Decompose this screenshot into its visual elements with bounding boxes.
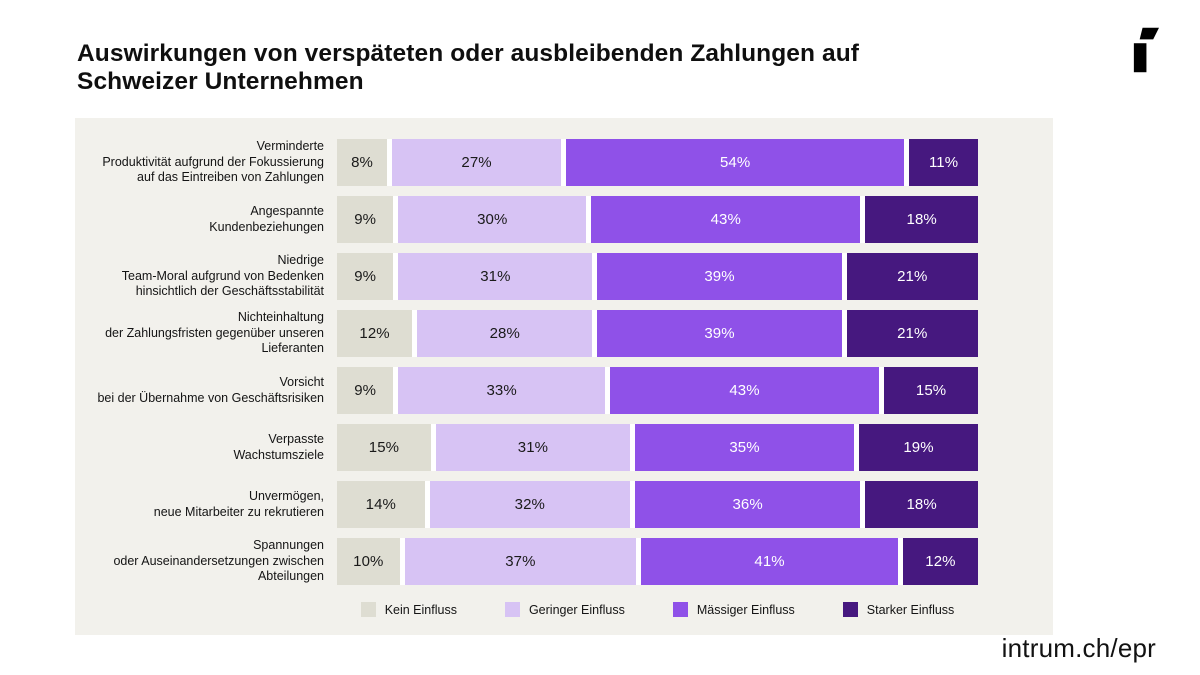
legend-label: Geringer Einfluss [528,602,625,617]
bar-segment-kein-einfluss: 9% [337,253,394,300]
bar-segment-starker-einfluss: 12% [902,538,978,585]
bar-segment-geringer-einfluss: 33% [398,367,605,414]
bar-segment-m-ssiger-einfluss: 39% [597,253,842,300]
category-label: Angespannte Kundenbeziehungen [209,204,324,234]
legend-item-m-ssiger-einfluss: Mässiger Einfluss [672,602,795,617]
stacked-bar: 9% 33% 43% 15% [337,367,979,414]
legend-swatch [504,602,520,617]
bar-segment-kein-einfluss: 10% [337,538,400,585]
stacked-bar: 9% 30% 43% 18% [337,196,979,243]
chart-row: Niedrige Team-Moral aufgrund von Bedenke… [87,253,978,300]
chart-row: Unvermögen, neue Mitarbeiter zu rekrutie… [87,481,978,528]
category-label: Vorsicht bei der Übernahme von Geschäfts… [97,375,324,405]
chart-row: Spannungen oder Auseinandersetzungen zwi… [87,538,978,585]
bar-segment-m-ssiger-einfluss: 35% [634,424,855,471]
legend-item-geringer-einfluss: Geringer Einfluss [504,602,625,617]
bar-segment-m-ssiger-einfluss: 43% [609,367,880,414]
stacked-bar: 10% 37% 41% 12% [337,538,978,585]
legend-label: Starker Einfluss [866,602,955,617]
bar-segment-starker-einfluss: 11% [909,139,978,186]
bar-segment-kein-einfluss: 14% [337,481,425,528]
stacked-bar: 14% 32% 36% 18% [337,481,978,528]
bar-segment-m-ssiger-einfluss: 41% [641,538,898,585]
stacked-bar: 9% 31% 39% 21% [337,253,978,300]
category-label: Verminderte Produktivität aufgrund der F… [102,139,324,185]
legend-item-starker-einfluss: Starker Einfluss [842,602,955,617]
bar-segment-geringer-einfluss: 31% [398,253,593,300]
legend-label: Kein Einfluss [384,602,457,617]
chart-row: Angespannte Kundenbeziehungen 9% 30% 43% 18% [87,196,979,243]
bar-segment-m-ssiger-einfluss: 36% [634,481,861,528]
bar-segment-geringer-einfluss: 32% [429,481,630,528]
bar-segment-starker-einfluss: 19% [859,424,978,471]
bar-segment-geringer-einfluss: 30% [398,196,587,243]
page-title: Auswirkungen von verspäteten oder ausble… [77,40,860,95]
bar-segment-starker-einfluss: 18% [865,481,978,528]
category-label: Verpasste Wachstumsziele [233,432,324,462]
bar-segment-kein-einfluss: 9% [337,196,394,243]
footer-url: intrum.ch/epr [1001,633,1156,663]
bar-segment-kein-einfluss: 15% [337,424,431,471]
chart-row: Vorsicht bei der Übernahme von Geschäfts… [87,367,979,414]
legend-swatch [360,602,376,617]
category-label: Spannungen oder Auseinandersetzungen zwi… [113,538,324,584]
category-label: Niedrige Team-Moral aufgrund von Bedenke… [121,253,324,299]
bar-segment-m-ssiger-einfluss: 43% [591,196,861,243]
bar-segment-geringer-einfluss: 31% [435,424,630,471]
chart-panel: Verminderte Produktivität aufgrund der F… [75,118,1053,635]
stacked-bar: 8% 27% 54% 11% [337,139,978,186]
chart-rows: Verminderte Produktivität aufgrund der F… [87,139,979,585]
stacked-bar: 12% 28% 39% 21% [337,310,978,357]
bar-segment-geringer-einfluss: 37% [404,538,637,585]
legend-item-kein-einfluss: Kein Einfluss [360,602,457,617]
intrum-logo [1133,27,1159,73]
legend-label: Mässiger Einfluss [696,602,795,617]
bar-segment-starker-einfluss: 15% [884,367,979,414]
chart-row: Verminderte Produktivität aufgrund der F… [87,139,978,186]
chart-row: Verpasste Wachstumsziele 15% 31% 35% 19% [87,424,978,471]
bar-segment-kein-einfluss: 9% [337,367,394,414]
bar-segment-starker-einfluss: 18% [865,196,979,243]
bar-segment-geringer-einfluss: 28% [417,310,593,357]
stacked-bar: 15% 31% 35% 19% [337,424,978,471]
chart-row: Nichteinhaltung der Zahlungsfristen gege… [87,310,978,357]
legend-swatch [842,602,858,617]
bar-segment-m-ssiger-einfluss: 54% [566,139,905,186]
bar-segment-m-ssiger-einfluss: 39% [597,310,842,357]
category-label: Unvermögen, neue Mitarbeiter zu rekrutie… [153,489,324,519]
bar-segment-geringer-einfluss: 27% [392,139,562,186]
bar-segment-kein-einfluss: 8% [337,139,388,186]
chart-legend: Kein Einfluss Geringer Einfluss Mässiger E… [337,602,978,617]
legend-swatch [672,602,688,617]
bar-segment-starker-einfluss: 21% [846,310,978,357]
category-label: Nichteinhaltung der Zahlungsfristen gege… [105,310,324,356]
bar-segment-kein-einfluss: 12% [337,310,413,357]
bar-segment-starker-einfluss: 21% [846,253,978,300]
